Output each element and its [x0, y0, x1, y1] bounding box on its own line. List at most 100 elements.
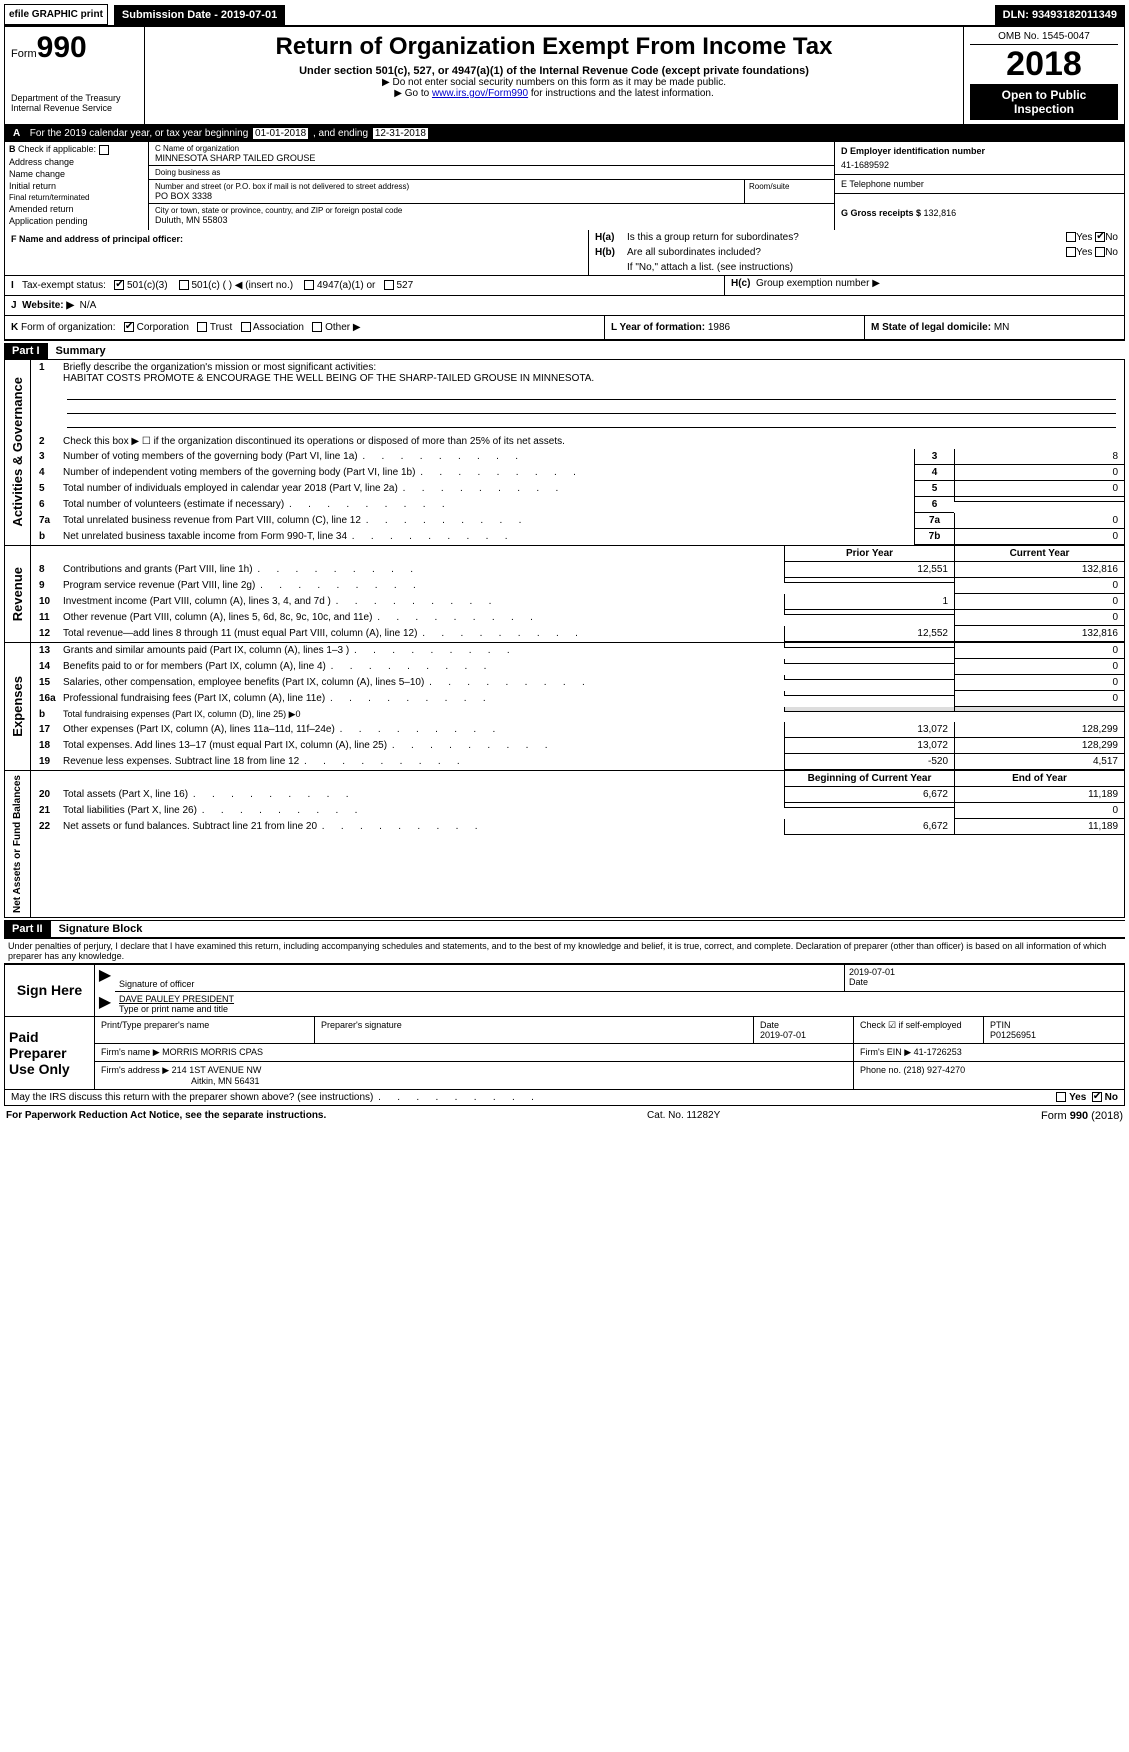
curr-val: 0 [954, 594, 1124, 610]
line-num: 7a [31, 513, 59, 528]
opt-address-change: Address change [9, 157, 74, 167]
line-text: Benefits paid to or for members (Part IX… [59, 659, 784, 674]
prior-val [784, 578, 954, 583]
hb-no-box[interactable] [1095, 247, 1105, 257]
revenue-vlabel: Revenue [8, 563, 27, 625]
check-applicable-box[interactable] [99, 145, 109, 155]
discuss-yes-box[interactable] [1056, 1092, 1066, 1102]
4947-box[interactable] [304, 280, 314, 290]
curr-val: 128,299 [954, 722, 1124, 738]
corp-box[interactable] [124, 322, 134, 332]
ptin-label: PTIN [990, 1020, 1011, 1030]
line-box: 6 [914, 497, 954, 513]
line-box: 7b [914, 529, 954, 545]
curr-val: 0 [954, 659, 1124, 675]
line-text: Number of voting members of the governin… [59, 449, 914, 464]
discuss-text: May the IRS discuss this return with the… [11, 1092, 536, 1103]
hc-text: Group exemption number ▶ [756, 278, 880, 289]
501c-box[interactable] [179, 280, 189, 290]
line-text: Number of independent voting members of … [59, 465, 914, 480]
opt-application-pending: Application pending [9, 216, 88, 226]
governance-vlabel: Activities & Governance [8, 373, 27, 531]
footer-left: For Paperwork Reduction Act Notice, see … [6, 1110, 326, 1122]
row-a-txt1: For the 2019 calendar year, or tax year … [28, 128, 253, 139]
discuss-yes: Yes [1069, 1092, 1086, 1103]
footer-right-c: (2018) [1088, 1110, 1123, 1122]
hb-yes-box[interactable] [1066, 247, 1076, 257]
prep-check-label: Check ☑ if self-employed [860, 1020, 962, 1030]
firm-addr1: 214 1ST AVENUE NW [172, 1065, 262, 1075]
g-gross-value: 132,816 [924, 208, 957, 218]
line-num: b [31, 529, 59, 544]
assoc-box[interactable] [241, 322, 251, 332]
line-num: 3 [31, 449, 59, 464]
501c3-box[interactable] [114, 280, 124, 290]
row-b-prefix: B [9, 144, 16, 154]
form-org-label: Form of organization: [21, 322, 116, 333]
dept-treasury: Department of the Treasury [11, 93, 138, 103]
checkif-label: Check if applicable: [18, 144, 96, 154]
curr-val: 4,517 [954, 754, 1124, 770]
firm-name-label: Firm's name ▶ [101, 1047, 160, 1057]
curr-val: 0 [954, 610, 1124, 626]
l1-label: Briefly describe the organization's miss… [63, 362, 376, 373]
room-label: Room/suite [749, 182, 830, 191]
line-num: 16a [31, 691, 59, 706]
prior-val: 12,551 [784, 562, 954, 578]
city-label: City or town, state or province, country… [155, 206, 828, 215]
other-box[interactable] [312, 322, 322, 332]
line-num: 21 [31, 803, 59, 818]
open-public: Open to Public Inspection [970, 84, 1118, 120]
hb-no: No [1105, 247, 1118, 258]
form-title: Return of Organization Exempt From Incom… [151, 33, 957, 61]
527-box[interactable] [384, 280, 394, 290]
submission-date: Submission Date - 2019-07-01 [114, 5, 285, 25]
ha-no: No [1105, 232, 1118, 243]
prep-sig-hdr: Preparer's signature [315, 1017, 754, 1043]
line-text: Salaries, other compensation, employee b… [59, 675, 784, 690]
line-text: Total number of volunteers (estimate if … [59, 497, 914, 512]
row-i-prefix: I [11, 280, 14, 291]
boy-val: 6,672 [784, 787, 954, 803]
l-formation-value: 1986 [708, 322, 730, 333]
prep-date: 2019-07-01 [760, 1030, 806, 1040]
trust-box[interactable] [197, 322, 207, 332]
line-num: 10 [31, 594, 59, 609]
form990-link[interactable]: www.irs.gov/Form990 [432, 88, 528, 99]
f-label: F Name and address of principal officer: [11, 234, 183, 244]
line-text: Total number of individuals employed in … [59, 481, 914, 496]
line-num: 15 [31, 675, 59, 690]
other-label: Other ▶ [325, 322, 360, 333]
hb-text: Are all subordinates included? [627, 247, 1066, 258]
boy-val: 6,672 [784, 819, 954, 835]
curr-val: 132,816 [954, 562, 1124, 578]
line-text: Total unrelated business revenue from Pa… [59, 513, 914, 528]
form-number: 990 [37, 31, 87, 64]
ptin-value: P01256951 [990, 1030, 1036, 1040]
part2-title: Signature Block [51, 921, 151, 937]
line-num: 9 [31, 578, 59, 593]
d-ein-value: 41-1689592 [841, 160, 1118, 170]
dept-irs: Internal Revenue Service [11, 103, 138, 113]
firm-ein-label: Firm's EIN ▶ [860, 1047, 911, 1057]
line-text: Total assets (Part X, line 16) [59, 787, 784, 802]
line-num: 17 [31, 722, 59, 737]
row-j-prefix: J [11, 300, 17, 311]
sig-date: 2019-07-01 [849, 967, 895, 977]
line-val: 0 [954, 465, 1124, 481]
line-num: 8 [31, 562, 59, 577]
penalty-text: Under penalties of perjury, I declare th… [4, 938, 1125, 963]
line-num: b [31, 707, 59, 722]
phone-label: Phone no. [860, 1065, 904, 1075]
line-text: Total fundraising expenses (Part IX, col… [59, 707, 784, 722]
row-k-prefix: K [11, 322, 18, 333]
ha-yes-box[interactable] [1066, 232, 1076, 242]
discuss-no-box[interactable] [1092, 1092, 1102, 1102]
org-name: MINNESOTA SHARP TAILED GROUSE [155, 153, 828, 163]
form-subtitle-2: ▶ Do not enter social security numbers o… [151, 77, 957, 88]
sig-officer-label: Signature of officer [119, 979, 194, 989]
part1-header: Part I [4, 343, 48, 359]
ha-no-box[interactable] [1095, 232, 1105, 242]
curr-val-grey [954, 707, 1124, 712]
firm-name: MORRIS MORRIS CPAS [162, 1047, 263, 1057]
